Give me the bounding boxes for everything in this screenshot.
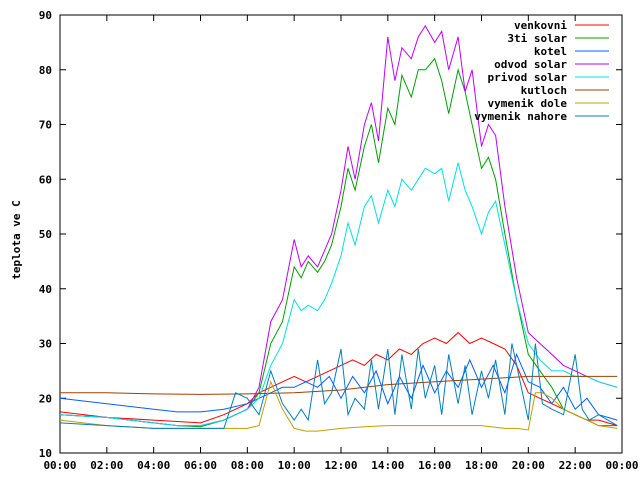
x-tick-label: 08:00 <box>231 459 264 472</box>
legend-label: vymenik dole <box>488 97 568 110</box>
y-tick-label: 90 <box>39 9 52 22</box>
legend-label: odvod solar <box>494 58 567 71</box>
x-tick-label: 22:00 <box>559 459 592 472</box>
y-tick-label: 10 <box>39 447 52 460</box>
y-tick-label: 20 <box>39 392 52 405</box>
x-tick-label: 00:00 <box>43 459 76 472</box>
x-tick-label: 12:00 <box>324 459 357 472</box>
x-tick-label: 18:00 <box>465 459 498 472</box>
series-line-venkovni <box>59 331 618 427</box>
series-line-vymenik-nahore <box>59 343 618 429</box>
y-tick-label: 70 <box>39 119 52 132</box>
series-line-vymenik-dole <box>59 380 618 432</box>
x-tick-label: 10:00 <box>278 459 311 472</box>
y-tick-label: 60 <box>39 173 52 186</box>
x-tick-label: 20:00 <box>512 459 545 472</box>
legend-label: venkovni <box>514 19 567 32</box>
legend-label: kotel <box>534 45 567 58</box>
y-axis-label-group: teplota ve C <box>10 200 23 279</box>
y-tick-label: 40 <box>39 283 52 296</box>
legend-label: vymenik nahore <box>474 110 567 123</box>
x-tick-label: 00:00 <box>605 459 638 472</box>
series-lines <box>59 24 618 432</box>
series-line-3ti-solar <box>59 57 618 428</box>
y-tick-label: 50 <box>39 228 52 241</box>
x-tick-label: 14:00 <box>371 459 404 472</box>
x-tick-label: 02:00 <box>90 459 123 472</box>
x-tick-label: 04:00 <box>137 459 170 472</box>
series-line-kutloch <box>60 375 618 395</box>
x-tick-label: 06:00 <box>184 459 217 472</box>
series-line-odvod-solar <box>59 24 618 427</box>
y-tick-label: 30 <box>39 338 52 351</box>
legend-label: privod solar <box>488 71 568 84</box>
y-axis-label: teplota ve C <box>10 200 23 279</box>
axis-ticks: 10 20 30 40 50 60 70 80 90 00:00 02:00 04:00 06:00 08… <box>39 9 639 472</box>
legend-label: 3ti solar <box>507 32 567 45</box>
legend-label: kutloch <box>521 84 567 97</box>
x-tick-label: 16:00 <box>418 459 451 472</box>
y-tick-label: 80 <box>39 64 52 77</box>
series-line-privod-solar <box>59 162 618 427</box>
